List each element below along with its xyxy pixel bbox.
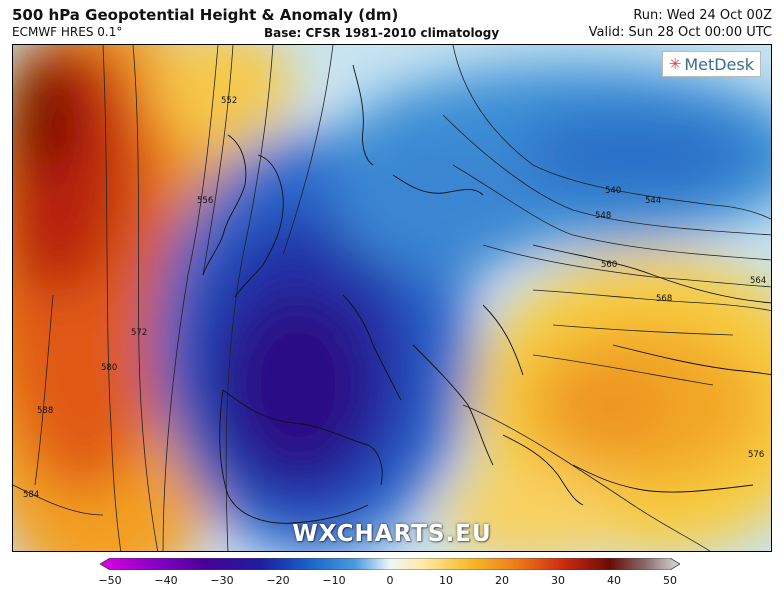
contour-label: 580	[101, 363, 117, 373]
colorbar-tick-label: 10	[439, 574, 453, 587]
contour-label: 572	[131, 328, 147, 338]
contour-label-group: 552 556 572 580 588 584 540 544 548 560 …	[23, 96, 766, 500]
colorbar-gradient	[100, 558, 680, 570]
metdesk-star-icon: ✳	[668, 55, 682, 73]
contour-label: 584	[23, 490, 39, 500]
wxcharts-watermark: WXCHARTS.EU	[292, 521, 492, 547]
colorbar-tick-label: 30	[551, 574, 565, 587]
chart-title: 500 hPa Geopotential Height & Anomaly (d…	[12, 6, 399, 24]
run-time: Run: Wed 24 Oct 00Z	[633, 8, 772, 23]
valid-time: Valid: Sun 28 Oct 00:00 UTC	[588, 25, 772, 40]
contour-label: 564	[750, 276, 766, 286]
contour-label: 556	[197, 196, 213, 206]
colorbar-tick-label: 20	[495, 574, 509, 587]
contour-label: 560	[601, 260, 617, 270]
contour-label: 588	[37, 406, 53, 416]
colorbar-tick-label: 40	[607, 574, 621, 587]
colorbar-tick-label: −20	[266, 574, 290, 587]
contour-label: 568	[656, 294, 672, 304]
metdesk-logo: ✳ MetDesk	[661, 51, 761, 77]
colorbar-tick-label: −50	[98, 574, 122, 587]
contour-label: 552	[221, 96, 237, 106]
colorbar-tick-label: 0	[386, 574, 394, 587]
coastlines	[202, 64, 771, 524]
model-name: ECMWF HRES 0.1°	[12, 25, 123, 39]
colorbar-tick-label: −40	[154, 574, 178, 587]
logo-text: MetDesk	[684, 54, 754, 74]
contour-label: 544	[645, 196, 661, 206]
colorbar-tick-label: −10	[322, 574, 346, 587]
height-contours	[13, 45, 771, 551]
anomaly-field	[13, 45, 771, 551]
map-canvas: 552 556 572 580 588 584 540 544 548 560 …	[13, 45, 771, 551]
contour-label: 540	[605, 186, 621, 196]
climatology-base: Base: CFSR 1981-2010 climatology	[264, 26, 500, 40]
anomaly-map: 552 556 572 580 588 584 540 544 548 560 …	[12, 44, 772, 552]
colorbar-tick-label: −30	[210, 574, 234, 587]
contour-label: 576	[748, 450, 764, 460]
contour-label: 548	[595, 211, 611, 221]
colorbar	[100, 558, 680, 570]
colorbar-tick-label: 50	[663, 574, 677, 587]
